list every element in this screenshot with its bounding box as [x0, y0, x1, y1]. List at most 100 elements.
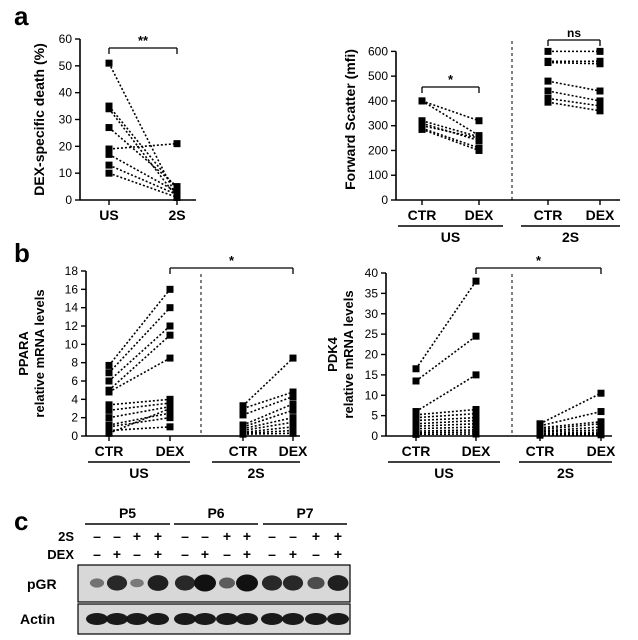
y-axis-label: relative mRNA levels — [32, 289, 47, 417]
y-tick-label: 60 — [59, 32, 73, 46]
group-label: US — [434, 465, 453, 481]
connector-line — [242, 409, 294, 428]
connector-line — [108, 164, 178, 196]
x-tick-label: DEX — [462, 443, 491, 459]
connector-line — [242, 421, 294, 432]
connector-line — [539, 392, 602, 425]
data-point — [105, 429, 113, 437]
row-label-2s: 2S — [58, 529, 74, 544]
connector-line — [421, 119, 480, 138]
data-point — [472, 406, 480, 414]
data-point — [289, 429, 297, 437]
x-tick-label: CTR — [402, 443, 431, 459]
pgr-band — [327, 575, 349, 591]
x-tick-label: 2S — [168, 207, 185, 223]
lane-2s-sign: – — [201, 528, 209, 544]
y-tick-label: 18 — [65, 264, 79, 278]
connector-line — [547, 90, 601, 102]
group-label: US — [129, 465, 148, 481]
significance-label: * — [536, 253, 542, 268]
data-point — [166, 304, 174, 312]
lane-2s-sign: + — [133, 528, 141, 544]
actin-band — [261, 613, 283, 625]
data-point — [475, 117, 483, 125]
y-tick-label: 200 — [368, 143, 388, 157]
data-point — [105, 423, 113, 431]
data-point — [544, 77, 552, 85]
y-tick-label: 16 — [65, 282, 79, 296]
data-point — [472, 430, 480, 438]
data-point — [105, 414, 113, 422]
y-tick-label: 100 — [368, 168, 388, 182]
data-point — [596, 47, 604, 55]
y-tick-label: 40 — [59, 86, 73, 100]
passage-label: P7 — [296, 505, 313, 521]
data-point — [173, 140, 181, 148]
y-tick-label: 10 — [59, 166, 73, 180]
actin-band — [236, 613, 258, 625]
data-point — [166, 354, 174, 362]
significance-label: ** — [138, 33, 149, 48]
data-point — [173, 183, 181, 191]
connector-line — [108, 288, 171, 366]
data-point — [544, 94, 552, 102]
lane-dex-sign: – — [268, 546, 276, 562]
data-point — [289, 418, 297, 426]
connector-line — [108, 405, 171, 419]
lane-2s-sign: + — [223, 528, 231, 544]
data-point — [105, 377, 113, 385]
data-point — [544, 87, 552, 95]
data-point — [166, 322, 174, 330]
data-point — [105, 361, 113, 369]
x-tick-label: CTR — [408, 207, 437, 223]
connector-line — [108, 142, 178, 150]
connector-line — [108, 108, 178, 198]
chart-a1-dex-death: 0 10 20 30 40 50 60 DEX-specific death (%) US 2S *… — [31, 32, 196, 223]
significance-label: * — [448, 72, 454, 87]
lane-2s-sign: + — [154, 528, 162, 544]
data-point — [289, 423, 297, 431]
connector-line — [242, 395, 294, 416]
data-point — [289, 393, 297, 401]
connector-line — [415, 374, 477, 413]
connector-line — [108, 153, 178, 193]
connector-line — [421, 124, 480, 139]
passage-label: P6 — [207, 505, 224, 521]
data-point — [166, 331, 174, 339]
data-point — [544, 59, 552, 67]
connector-line — [242, 403, 294, 426]
data-point — [596, 97, 604, 105]
y-tick-label: 30 — [59, 113, 73, 127]
connector-line — [108, 407, 171, 434]
data-point — [596, 87, 604, 95]
y-axis-label: PDK4 — [325, 336, 340, 371]
data-point — [418, 97, 426, 105]
y-tick-label: 5 — [371, 409, 378, 423]
data-point — [105, 388, 113, 396]
data-point — [472, 277, 480, 285]
y-tick-label: 20 — [59, 139, 73, 153]
connector-line — [415, 408, 477, 416]
x-tick-label: CTR — [95, 443, 124, 459]
x-tick-label: DEX — [587, 443, 616, 459]
connector-line — [415, 431, 477, 434]
connector-line — [539, 432, 602, 436]
lane-dex-sign: – — [133, 546, 141, 562]
lane-dex-sign: – — [93, 546, 101, 562]
western-blot: P5 P6 P72SDEX–––++–++–––++–++–––++–++pGRAc… — [20, 505, 351, 635]
y-tick-label: 25 — [365, 327, 379, 341]
connector-line — [108, 172, 178, 199]
y-axis-label: Forward Scatter (mfi) — [342, 49, 358, 190]
data-point — [105, 369, 113, 377]
data-point — [105, 150, 113, 158]
y-tick-label: 20 — [365, 348, 379, 362]
y-tick-label: 0 — [371, 429, 378, 443]
y-tick-label: 40 — [365, 266, 379, 280]
x-tick-label: CTR — [526, 443, 555, 459]
data-point — [105, 406, 113, 414]
data-point — [289, 400, 297, 408]
actin-band — [126, 613, 148, 625]
data-point — [475, 134, 483, 142]
lane-2s-sign: + — [312, 528, 320, 544]
actin-band — [106, 613, 128, 625]
